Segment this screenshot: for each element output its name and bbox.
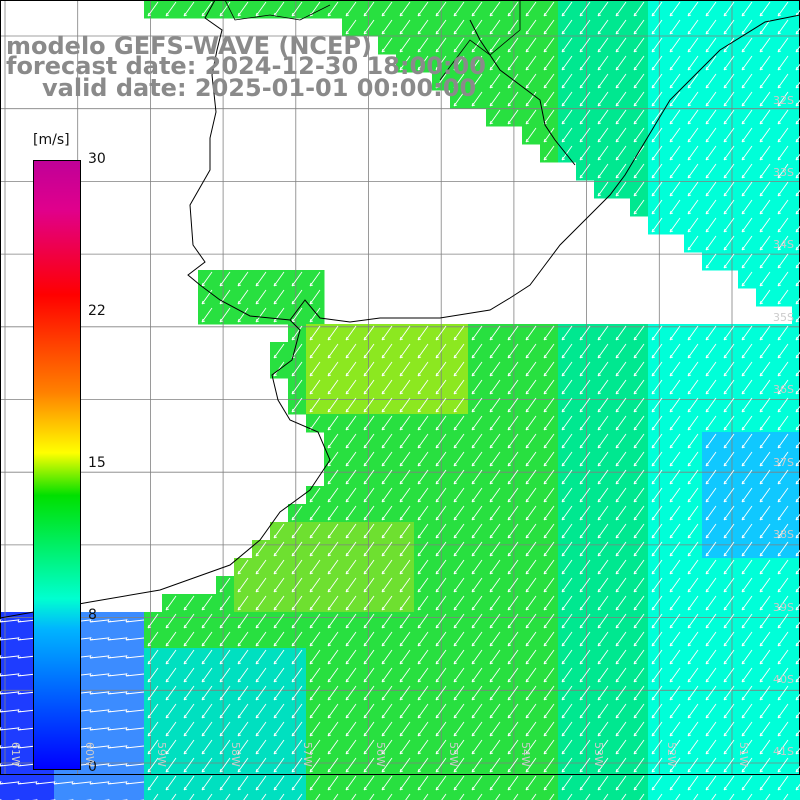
lon-label: 56W	[374, 742, 387, 767]
lat-label: 38S	[773, 528, 794, 541]
colorbar-tick: 22	[88, 303, 106, 319]
model-title: modelo GEFS-WAVE (NCEP)	[6, 32, 372, 60]
colorbar-tick: 8	[88, 607, 97, 623]
lat-label: 33S	[773, 166, 794, 179]
lon-label: 58W	[229, 742, 242, 767]
colorbar-tick: 15	[88, 455, 106, 471]
lat-label: 37S	[773, 456, 794, 469]
lon-label: 61W	[9, 742, 22, 767]
lon-label: 59W	[155, 742, 168, 767]
lat-label: 32S	[773, 94, 794, 107]
lat-lon-grid	[0, 0, 800, 775]
colorbar-tick: 0	[88, 759, 97, 775]
coastline	[0, 0, 800, 619]
colorbar-tick: 30	[88, 151, 106, 167]
lon-label: 54W	[519, 742, 532, 767]
lon-label: 53W	[592, 742, 605, 767]
forecast-date: forecast date: 2024-12-30 18:00:00	[6, 52, 486, 80]
lon-label: 60W	[83, 742, 96, 767]
lat-label: 36S	[773, 383, 794, 396]
lon-label: 51W	[737, 742, 750, 767]
lat-label: 41S	[773, 745, 794, 758]
valid-date: valid date: 2025-01-01 00:00:00	[42, 74, 477, 102]
lat-label: 35S	[773, 311, 794, 324]
border-line	[224, 0, 521, 81]
lat-label: 40S	[773, 673, 794, 686]
lat-label: 39S	[773, 601, 794, 614]
lon-label: 55W	[447, 742, 460, 767]
colorbar-unit: [m/s]	[33, 132, 70, 148]
lat-label: 34S	[773, 238, 794, 251]
colorbar	[33, 160, 81, 770]
lon-label: 57W	[301, 742, 314, 767]
lon-label: 52W	[665, 742, 678, 767]
